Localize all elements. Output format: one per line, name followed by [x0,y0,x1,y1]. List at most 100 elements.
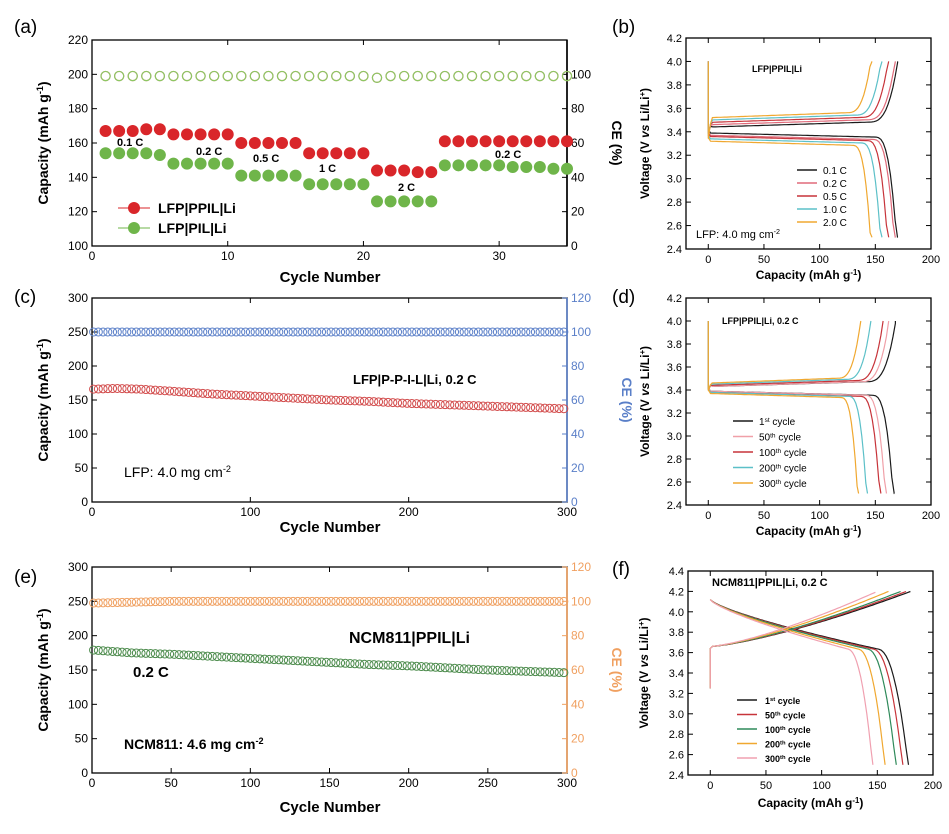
capacity-point [421,399,431,409]
ce-point [283,327,293,337]
ce-point [397,327,407,337]
ce-point [534,70,546,82]
capacity-point [198,388,208,398]
x-tick-label: 200 [922,510,940,522]
ce-point [279,596,289,606]
x-axis-label: Cycle Number [280,519,381,536]
capacity-point [511,402,521,412]
ce-point [454,596,464,606]
annotation: NCM811|PPIL|Li [349,630,470,647]
ce-point [150,597,160,607]
ce-point [303,70,315,82]
capacity-point [464,664,474,674]
capacity-point [407,661,417,671]
note: NCM811: 4.6 mg cm-2 [124,736,264,752]
ce-point [217,327,227,337]
capacity-point [203,651,213,661]
ce-point [559,596,569,606]
y2-tick-label: 20 [571,205,585,219]
legend-label: 50th cycle [765,711,806,721]
x-tick-label: 150 [868,780,886,792]
ce-point [326,596,336,606]
capacity-point [502,402,512,412]
ce-point [526,327,536,337]
ce-point [378,596,388,606]
capacity-point [465,135,478,148]
ce-point [136,597,146,607]
capacity-point [136,384,146,394]
y2-axis-label: CE (%) [609,647,625,692]
capacity-point [303,178,316,191]
ce-point [431,596,441,606]
y-tick-label: 150 [68,393,88,407]
capacity-point [112,383,122,393]
panel-letter-d: (d) [612,287,635,308]
y2-tick-label: 120 [571,291,591,305]
ce-point [326,327,336,337]
ce-point [388,327,398,337]
ce-point [141,327,151,337]
capacity-point [93,645,103,655]
capacity-point [160,386,170,396]
capacity-point [146,648,156,658]
legend-label: LFP|PPIL|Li [158,200,236,216]
ce-point [397,596,407,606]
x-tick-label: 100 [810,510,828,522]
ce-point [421,596,431,606]
ce-point [203,327,213,337]
capacity-point [426,399,436,409]
capacity-point [473,401,483,411]
capacity-point [359,396,369,406]
ce-point [98,327,108,337]
ce-point [146,327,156,337]
capacity-point [493,159,506,172]
ce-point [168,70,179,82]
capacity-point [169,649,179,659]
capacity-point [411,166,424,179]
ce-point [141,597,151,607]
ce-point [385,70,396,82]
capacity-point [559,668,569,678]
capacity-point [440,663,450,673]
capacity-point [345,659,355,669]
legend-label: LFP|PIL|Li [158,220,227,236]
y2-tick-label: 40 [571,697,585,711]
ce-point [293,596,303,606]
ce-point [450,327,460,337]
ce-point [222,327,232,337]
panel-b: 0 50 100 150 200 2.4 2.6 2.8 3.0 3.2 3.4 3.6 3.8 4.0 4… [638,33,941,282]
legend-label: 300th cycle [765,754,811,764]
capacity-point [438,159,451,172]
ce-point [466,70,478,82]
capacity-point [226,652,236,662]
x-tick-label: 30 [492,249,506,263]
legend-label: 50th cycle [759,432,802,444]
capacity-point [516,666,526,676]
y2-tick-label: 20 [571,461,585,475]
capacity-point [384,195,397,208]
ce-point [103,327,113,337]
y-tick-label: 2.4 [667,500,682,512]
ce-point [108,327,118,337]
ce-point [288,327,298,337]
capacity-point [397,398,407,408]
capacity-point [384,164,397,177]
discharge-curve [709,599,897,765]
ce-point [511,327,521,337]
charge-curve [707,61,883,137]
ce-point [369,327,379,337]
capacity-point [155,649,165,659]
ce-point [131,597,141,607]
ce-point [355,327,365,337]
ce-point [344,70,356,82]
y-tick-label: 200 [68,629,88,643]
ce-point [535,596,545,606]
ce-point [208,70,220,82]
capacity-point [275,136,288,149]
capacity-point [122,647,132,657]
capacity-point [141,385,151,395]
capacity-point [520,135,533,148]
capacity-point [561,162,574,175]
ce-point [184,327,194,337]
